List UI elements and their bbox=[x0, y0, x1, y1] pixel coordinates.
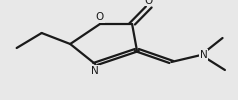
Text: O: O bbox=[96, 12, 104, 22]
Text: N: N bbox=[200, 50, 208, 60]
Text: N: N bbox=[91, 66, 99, 76]
Text: O: O bbox=[145, 0, 153, 6]
